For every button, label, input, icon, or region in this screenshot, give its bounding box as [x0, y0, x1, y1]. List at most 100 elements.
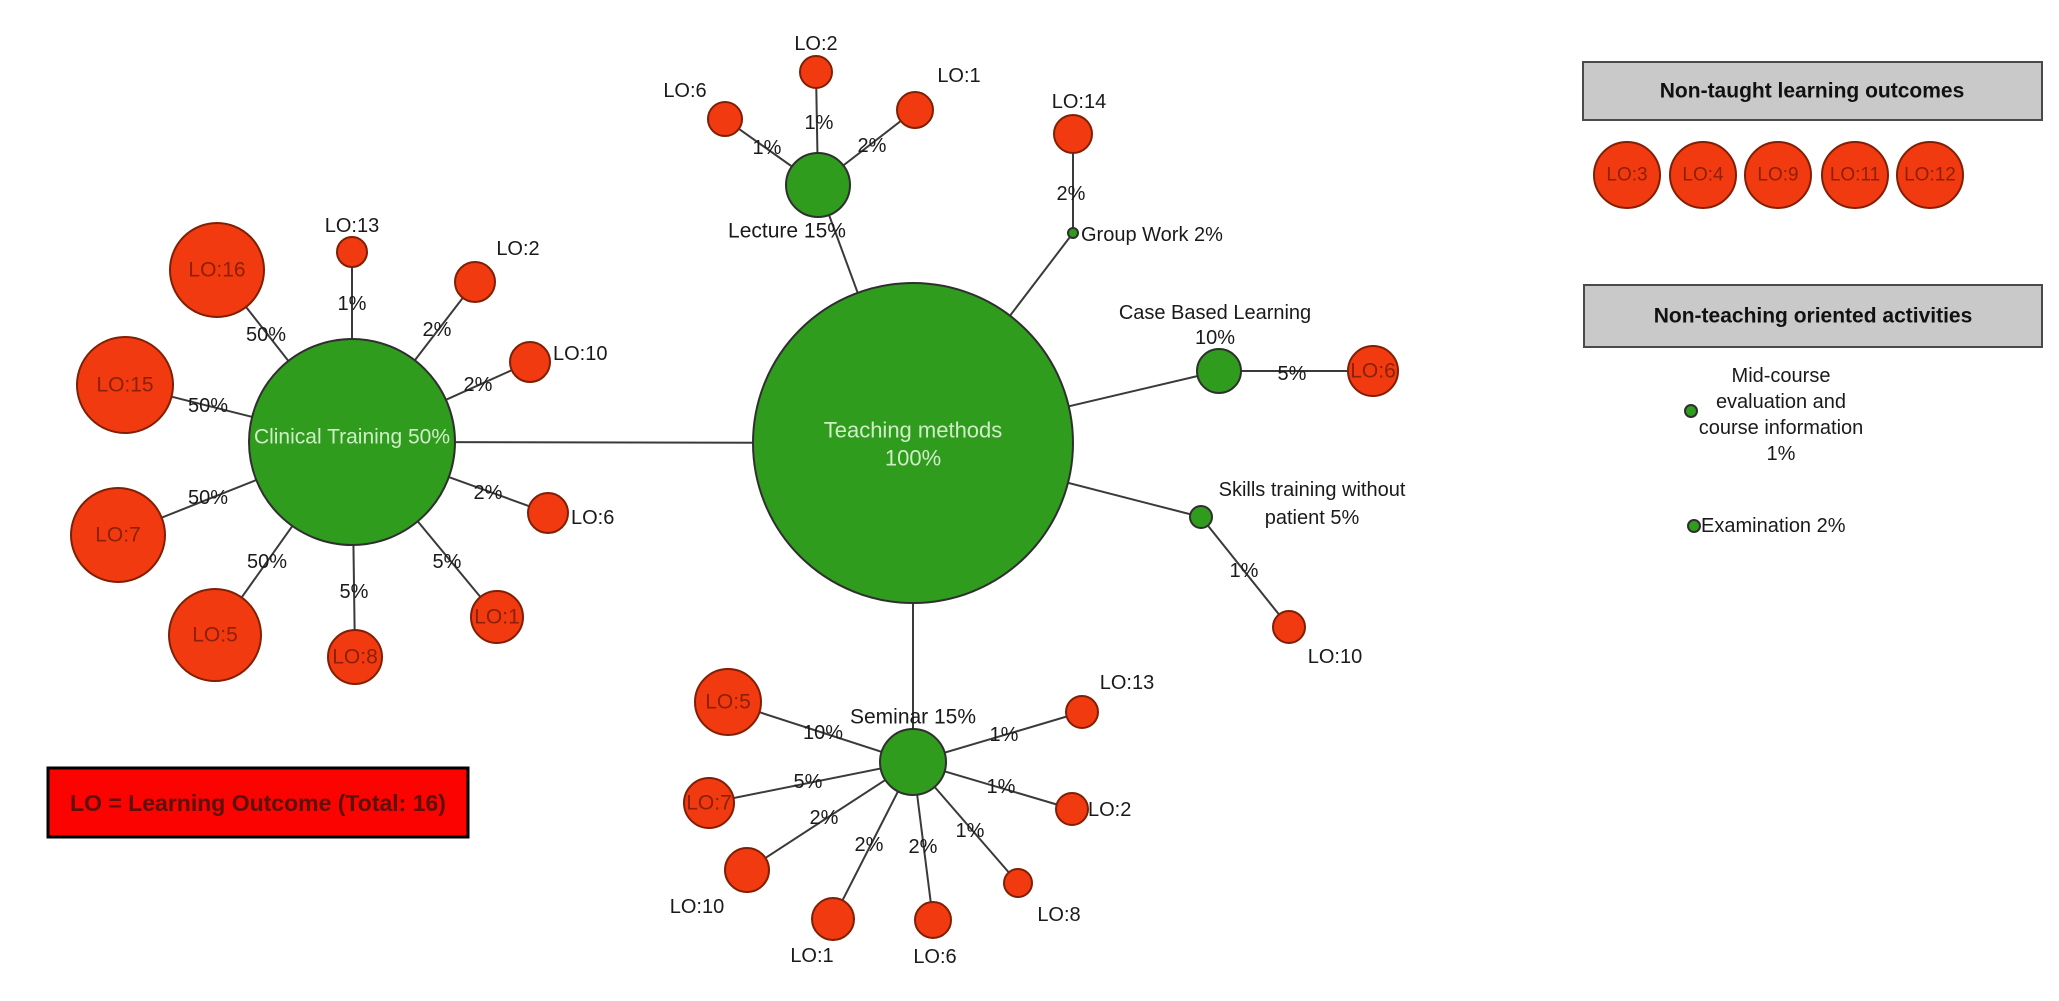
callout: LO = Learning Outcome (Total: 16): [46, 766, 470, 839]
edge-line: [708, 761, 914, 804]
lo-satellite-node: [896, 91, 934, 129]
group-work-cluster: Group Work 2% LO:14 2%: [1052, 91, 1223, 246]
lo-label: LO:16: [188, 259, 245, 282]
lo-label: LO:8: [332, 646, 378, 669]
lo-satellite-node: [1055, 792, 1089, 826]
lo-label: LO:2: [496, 238, 539, 260]
skills-training-cluster: Skills training without patient 5% LO:10…: [1189, 479, 1406, 668]
lo-satellite-node: [724, 847, 770, 893]
case-based-learning-node: [1196, 348, 1242, 394]
legend-header: [1583, 284, 2043, 348]
skills-training-pct: patient 5%: [1265, 507, 1360, 529]
lo-label: LO:6: [913, 946, 956, 968]
edge-label: 2%: [1057, 183, 1086, 205]
lo-satellite-node: [1065, 695, 1099, 729]
lo-label: LO:13: [1100, 672, 1154, 694]
legend-lo-node: [1896, 141, 1964, 209]
seminar-node: [879, 728, 947, 796]
lo-satellite-node: [683, 777, 735, 829]
edge-label: 2%: [810, 807, 839, 829]
edge-label: 1%: [805, 112, 834, 134]
clinical-training-node: [248, 338, 456, 546]
skills-training-label: Skills training without: [1219, 479, 1406, 501]
edge-label: 1%: [956, 820, 985, 842]
edge-label: 1%: [1230, 560, 1259, 582]
lo-label: LO:9: [1757, 165, 1798, 186]
edge-label: 2%: [474, 482, 503, 504]
seminar-label: Seminar 15%: [850, 706, 976, 729]
lo-satellite-node: [694, 668, 762, 736]
lo-label: LO:14: [1052, 91, 1106, 113]
midcourse-dot: [1684, 404, 1698, 418]
lo-label: LO:5: [192, 624, 238, 647]
teaching-methods-cluster: Teaching methods 100%: [752, 282, 1074, 604]
legend-header-label: Non-teaching oriented activities: [1654, 305, 1973, 328]
edge-label: 1%: [987, 776, 1016, 798]
lo-label: LO:1: [937, 65, 980, 87]
lecture-cluster: Lecture 15% LO:6 LO:2 LO:1 1% 1% 2%: [663, 33, 980, 243]
lo-label: LO:1: [474, 606, 520, 629]
edge-label: 1%: [753, 137, 782, 159]
lo-label: LO:13: [325, 215, 379, 237]
lecture-label: Lecture 15%: [728, 220, 846, 243]
edge-label: 50%: [247, 551, 287, 573]
lo-satellite-node: [169, 222, 265, 318]
lo-label: LO:7: [686, 792, 732, 815]
lo-satellite-node: [168, 588, 262, 682]
lo-satellite-node: [70, 487, 166, 583]
case-based-learning-label: Case Based Learning: [1119, 302, 1311, 324]
lo-label: LO:5: [705, 691, 751, 714]
lecture-node: [785, 152, 851, 218]
lo-label: LO:15: [96, 374, 153, 397]
lo-label: LO:12: [1904, 165, 1956, 186]
lo-label: LO:7: [95, 524, 141, 547]
edge-label: 10%: [803, 722, 843, 744]
edge-label: 2%: [423, 319, 452, 341]
lo-label: LO:6: [663, 80, 706, 102]
lo-label: LO:4: [1682, 165, 1724, 186]
lo-label: LO:10: [1308, 646, 1362, 668]
lo-satellite-node: [1003, 868, 1033, 898]
lo-label: LO:10: [553, 343, 607, 365]
lo-satellite-node: [1347, 345, 1399, 397]
lo-satellite-node: [914, 901, 952, 939]
case-based-learning-pct: 10%: [1195, 327, 1235, 349]
edge-label: 2%: [858, 135, 887, 157]
legend-non-taught: Non-taught learning outcomes LO:3 LO:4 L…: [1582, 61, 2043, 209]
lo-satellite-node: [1272, 610, 1306, 644]
edge-label: 2%: [464, 374, 493, 396]
edge-label: 50%: [188, 395, 228, 417]
lo-label: LO:8: [1037, 904, 1080, 926]
lo-label: LO:2: [794, 33, 837, 55]
group-work-label: Group Work 2%: [1081, 224, 1223, 246]
callout-box: [46, 766, 470, 839]
lo-satellite-node: [799, 55, 833, 89]
legend-lo-node: [1744, 141, 1812, 209]
lo-satellite-node: [76, 336, 174, 434]
lo-label: LO:3: [1606, 165, 1647, 186]
legend-header: [1582, 61, 2043, 121]
teaching-methods-label: Teaching methods: [824, 418, 1003, 443]
legend-non-teaching: Non-teaching oriented activities Mid-cou…: [1583, 284, 2043, 537]
examination-label: Examination 2%: [1701, 515, 1846, 537]
edge-label: 1%: [338, 293, 367, 315]
legend-lo-node: [1593, 141, 1661, 209]
lo-label: LO:1: [790, 945, 833, 967]
case-based-learning-cluster: Case Based Learning 10% LO:6 5%: [1119, 302, 1399, 397]
lo-satellite-node: [509, 341, 551, 383]
callout-label: LO = Learning Outcome (Total: 16): [70, 790, 446, 816]
edge-label: 5%: [1278, 363, 1307, 385]
lo-satellite-node: [811, 897, 855, 941]
clinical-training-label: Clinical Training 50%: [254, 426, 450, 449]
lo-label: LO:10: [670, 896, 724, 918]
examination-dot: [1687, 519, 1701, 533]
edge-label: 1%: [990, 724, 1019, 746]
edge-label: 50%: [188, 487, 228, 509]
midcourse-label: evaluation and: [1716, 391, 1846, 413]
lo-label: LO:11: [1830, 165, 1880, 186]
teaching-methods-node: [752, 282, 1074, 604]
lo-satellite-node: [1053, 114, 1093, 154]
legend-lo-node: [1669, 141, 1737, 209]
midcourse-label: Mid-course: [1732, 365, 1831, 387]
